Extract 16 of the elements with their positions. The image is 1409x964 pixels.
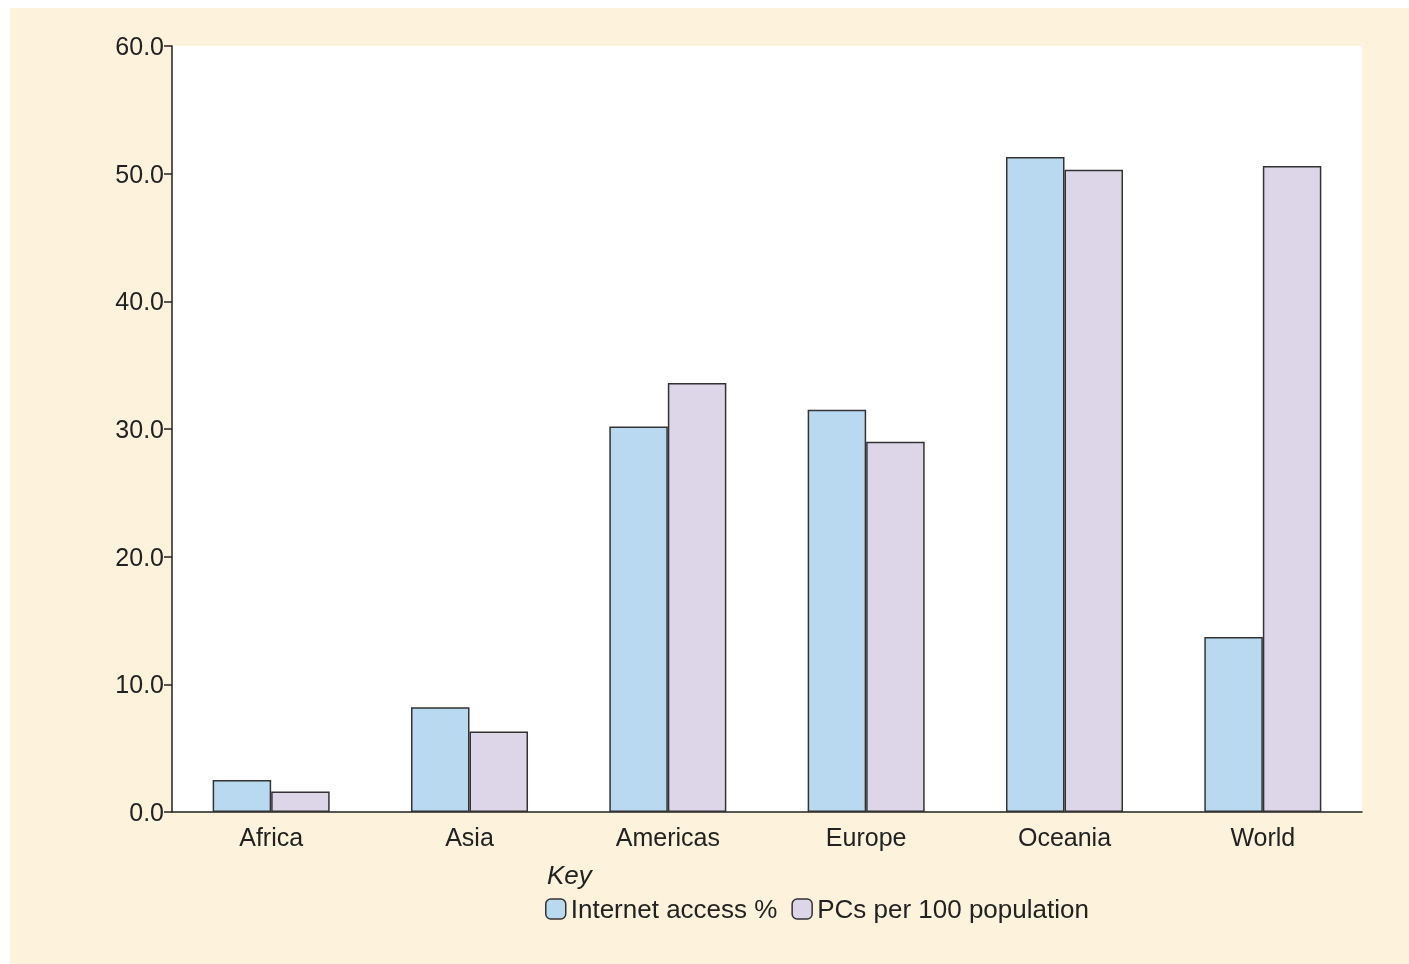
y-tick-label: 40.0: [115, 287, 164, 316]
legend-title: Key: [547, 860, 594, 890]
y-tick-label: 0.0: [129, 798, 164, 826]
x-tick-label: World: [1230, 822, 1296, 851]
y-tick-label: 10.0: [115, 670, 164, 699]
x-tick-label: Asia: [445, 822, 494, 851]
x-tick-label: Americas: [615, 822, 720, 851]
y-tick-label: 20.0: [115, 542, 164, 571]
y-tick-label: 60.0: [115, 32, 164, 60]
x-tick-label: Oceania: [1017, 822, 1112, 851]
x-tick-label: Europe: [825, 822, 907, 851]
y-tick-label: 30.0: [115, 415, 164, 443]
x-tick-label: Africa: [239, 822, 304, 851]
legend-label: Internet access %: [570, 894, 778, 924]
y-tick-label: 50.0: [115, 159, 164, 188]
legend-label: PCs per 100 population: [817, 894, 1089, 924]
